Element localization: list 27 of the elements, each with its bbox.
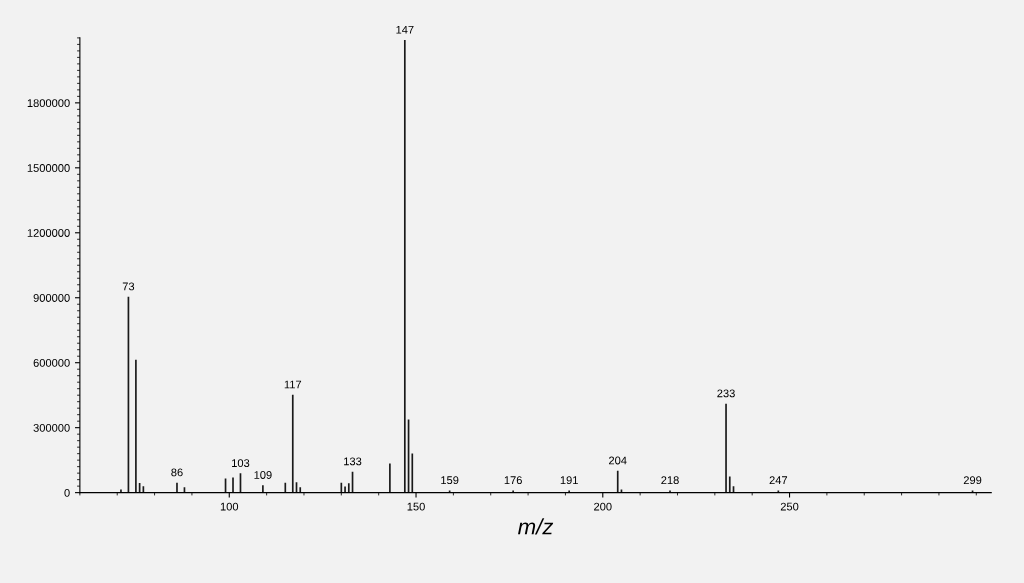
y-tick-label: 900000 [33, 294, 70, 302]
annotation: 147 [396, 25, 414, 34]
y-tick-label: 600000 [33, 358, 70, 367]
x-tick-label: 250 [780, 502, 799, 511]
annotation: 204 [609, 456, 627, 465]
annotation: 176 [504, 476, 522, 485]
annotation: 117 [284, 380, 302, 389]
annotation: 133 [344, 457, 362, 466]
annotation: 247 [769, 476, 788, 484]
annotation: 191 [560, 476, 578, 485]
x-axis-title: m/z [518, 518, 554, 535]
annotation: 218 [661, 476, 679, 485]
y-tick-label: 300000 [33, 423, 70, 432]
annotation: 73 [122, 282, 135, 291]
annotation: 86 [171, 468, 183, 477]
x-tick-label: 150 [407, 502, 425, 511]
annotation: 299 [963, 476, 982, 485]
y-tick-label: 1800000 [27, 99, 70, 107]
y-tick-label: 1500000 [27, 164, 70, 172]
y-tick-label: 1200000 [27, 229, 70, 237]
annotation: 109 [254, 471, 272, 479]
x-tick-label: 100 [220, 502, 239, 511]
annotation: 159 [441, 476, 459, 485]
annotation: 233 [717, 389, 735, 398]
y-tick-label: 0 [64, 488, 70, 497]
annotation: 103 [232, 459, 250, 467]
x-tick-label: 200 [594, 502, 612, 511]
